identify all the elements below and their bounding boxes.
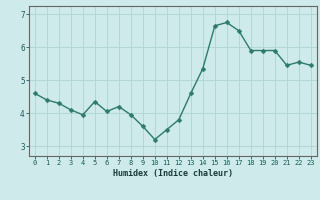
X-axis label: Humidex (Indice chaleur): Humidex (Indice chaleur) — [113, 169, 233, 178]
